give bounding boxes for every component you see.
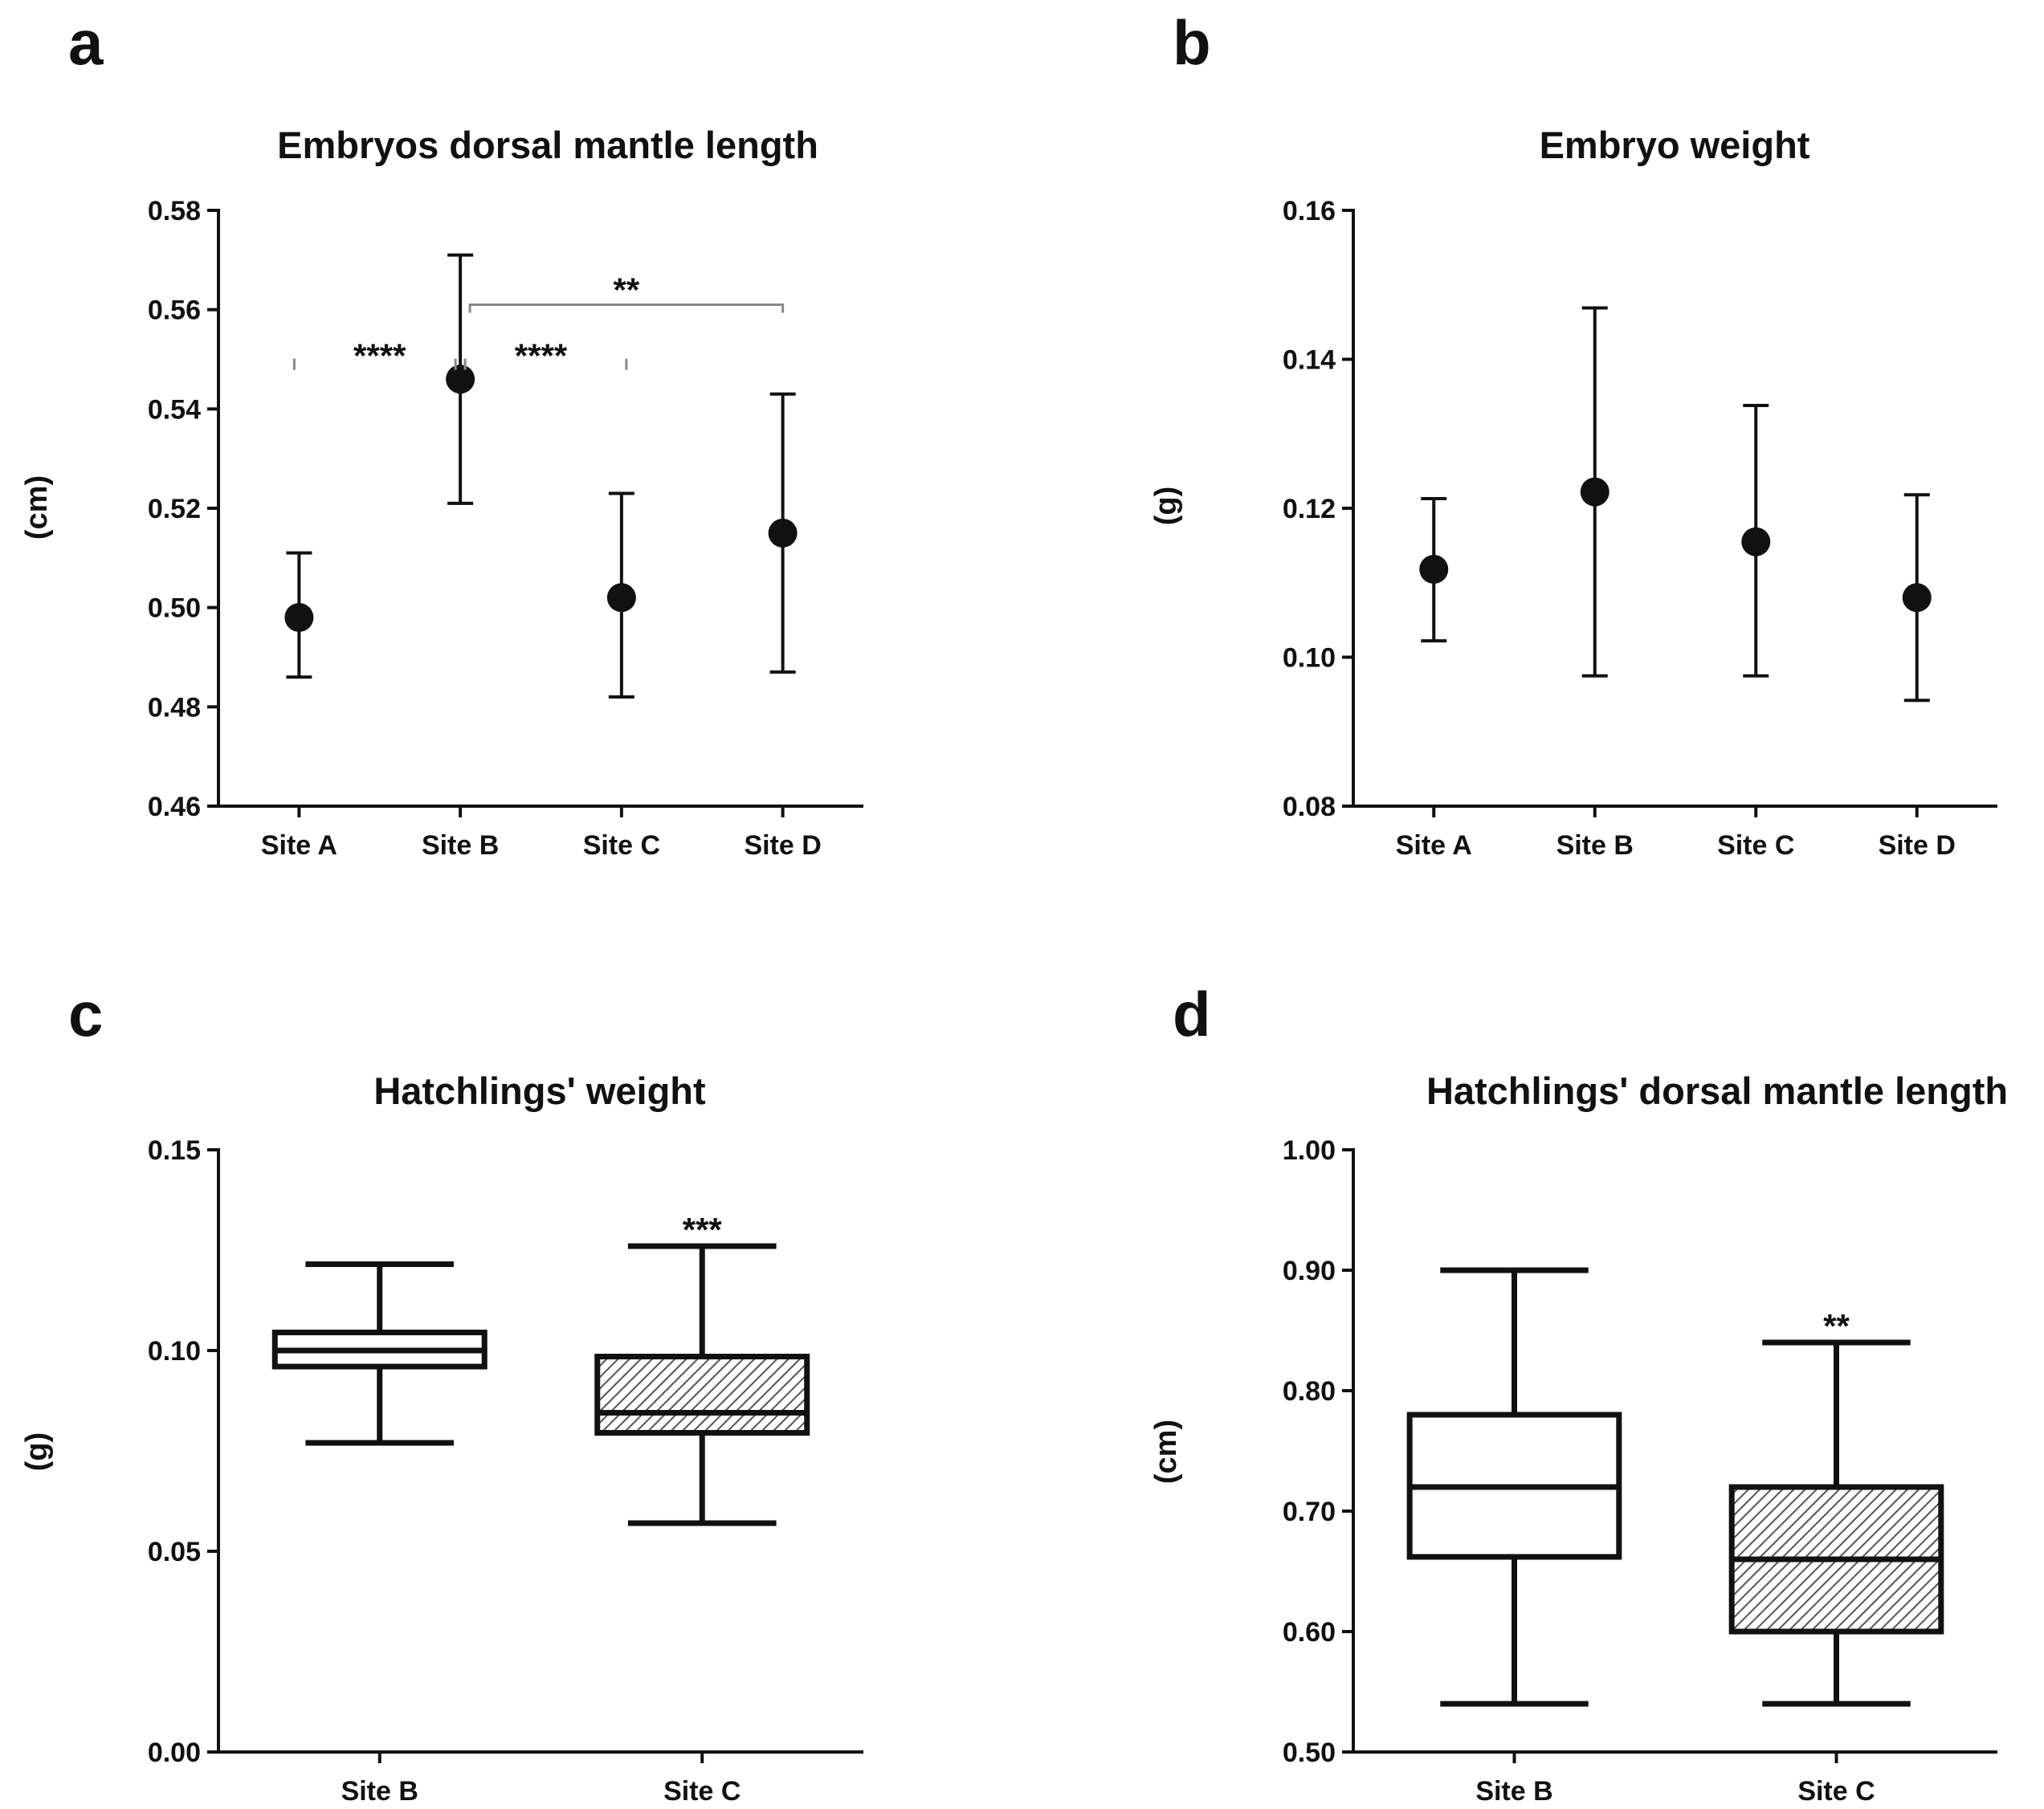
y-tick-label: 0.16 bbox=[1283, 196, 1336, 226]
panel-letter: b bbox=[1173, 7, 1211, 78]
panel-a: a Embryos dorsal mantle length 0.46 0.48 0.5… bbox=[20, 7, 863, 861]
y-tick-label: 0.48 bbox=[148, 692, 201, 723]
y-tick-label: 0.00 bbox=[148, 1738, 201, 1768]
x-tick-label: Site C bbox=[1797, 1776, 1875, 1807]
y-tick-label: 0.46 bbox=[148, 792, 201, 822]
y-tick-label: 0.50 bbox=[148, 593, 201, 624]
y-tick-label: 0.10 bbox=[1283, 643, 1336, 674]
y-tick-label: 0.90 bbox=[1283, 1256, 1336, 1286]
x-tick-label: Site D bbox=[1879, 830, 1956, 861]
y-axis-label: (g) bbox=[20, 1432, 54, 1472]
significance-label: *** bbox=[683, 1211, 723, 1249]
panel-letter: a bbox=[68, 7, 104, 78]
y-tick-label: 0.56 bbox=[148, 295, 201, 326]
y-axis-label: (cm) bbox=[1149, 1420, 1183, 1484]
x-tick-label: Site C bbox=[1717, 830, 1794, 861]
y-tick-label: 0.10 bbox=[148, 1336, 201, 1367]
y-tick-label: 0.05 bbox=[148, 1537, 201, 1567]
chart-title: Hatchlings' weight bbox=[373, 1070, 706, 1112]
data-point bbox=[284, 603, 314, 633]
y-tick-label: 0.70 bbox=[1283, 1497, 1336, 1527]
data-point bbox=[1902, 583, 1932, 613]
y-tick-label: 0.60 bbox=[1283, 1617, 1336, 1648]
y-axis-label: (cm) bbox=[20, 475, 54, 540]
x-tick-label: Site C bbox=[663, 1776, 740, 1807]
data-point bbox=[768, 518, 798, 548]
y-axis-label: (g) bbox=[1149, 487, 1183, 526]
y-tick-label: 0.50 bbox=[1283, 1738, 1336, 1768]
y-tick-label: 1.00 bbox=[1283, 1135, 1336, 1166]
y-tick-label: 0.12 bbox=[1283, 494, 1336, 524]
x-tick-label: Site A bbox=[261, 830, 337, 861]
y-tick-label: 0.14 bbox=[1283, 345, 1336, 376]
y-tick-label: 0.52 bbox=[148, 494, 201, 524]
panel-c: c Hatchlings' weight 0.00 0.05 0.10 0.15 Site … bbox=[20, 979, 863, 1807]
x-tick-label: Site B bbox=[341, 1776, 418, 1807]
box-iqr bbox=[594, 1354, 810, 1436]
y-tick-label: 0.08 bbox=[1283, 792, 1336, 822]
y-tick-label: 0.15 bbox=[148, 1135, 201, 1166]
data-point bbox=[1580, 477, 1609, 507]
panel-letter: c bbox=[68, 979, 103, 1049]
x-tick-label: Site B bbox=[422, 830, 499, 861]
significance-label: **** bbox=[353, 337, 406, 375]
data-point bbox=[1419, 555, 1449, 585]
chart-title: Embryo weight bbox=[1540, 124, 1810, 166]
x-tick-label: Site B bbox=[1556, 830, 1634, 861]
chart-title: Hatchlings' dorsal mantle length bbox=[1426, 1070, 2008, 1112]
data-point bbox=[446, 365, 475, 394]
data-point bbox=[606, 583, 636, 613]
significance-label: ** bbox=[1823, 1307, 1850, 1345]
x-tick-label: Site A bbox=[1396, 830, 1472, 861]
significance-bracket bbox=[468, 303, 785, 313]
panel-d: d Hatchlings' dorsal mantle length 0.50 0.6… bbox=[1149, 979, 2008, 1807]
data-point bbox=[1741, 527, 1771, 556]
significance-label: ** bbox=[614, 271, 640, 308]
chart-title: Embryos dorsal mantle length bbox=[277, 124, 818, 166]
significance-label: **** bbox=[515, 337, 568, 375]
panel-letter: d bbox=[1173, 979, 1211, 1049]
y-tick-label: 0.58 bbox=[148, 196, 201, 226]
x-tick-label: Site B bbox=[1475, 1776, 1552, 1807]
y-tick-label: 0.80 bbox=[1283, 1376, 1336, 1407]
y-tick-label: 0.54 bbox=[148, 394, 201, 425]
x-tick-label: Site D bbox=[744, 830, 821, 861]
x-tick-label: Site C bbox=[583, 830, 660, 861]
panel-b: b Embryo weight 0.08 0.10 0.12 0.14 0.16 Site A… bbox=[1149, 7, 1997, 861]
